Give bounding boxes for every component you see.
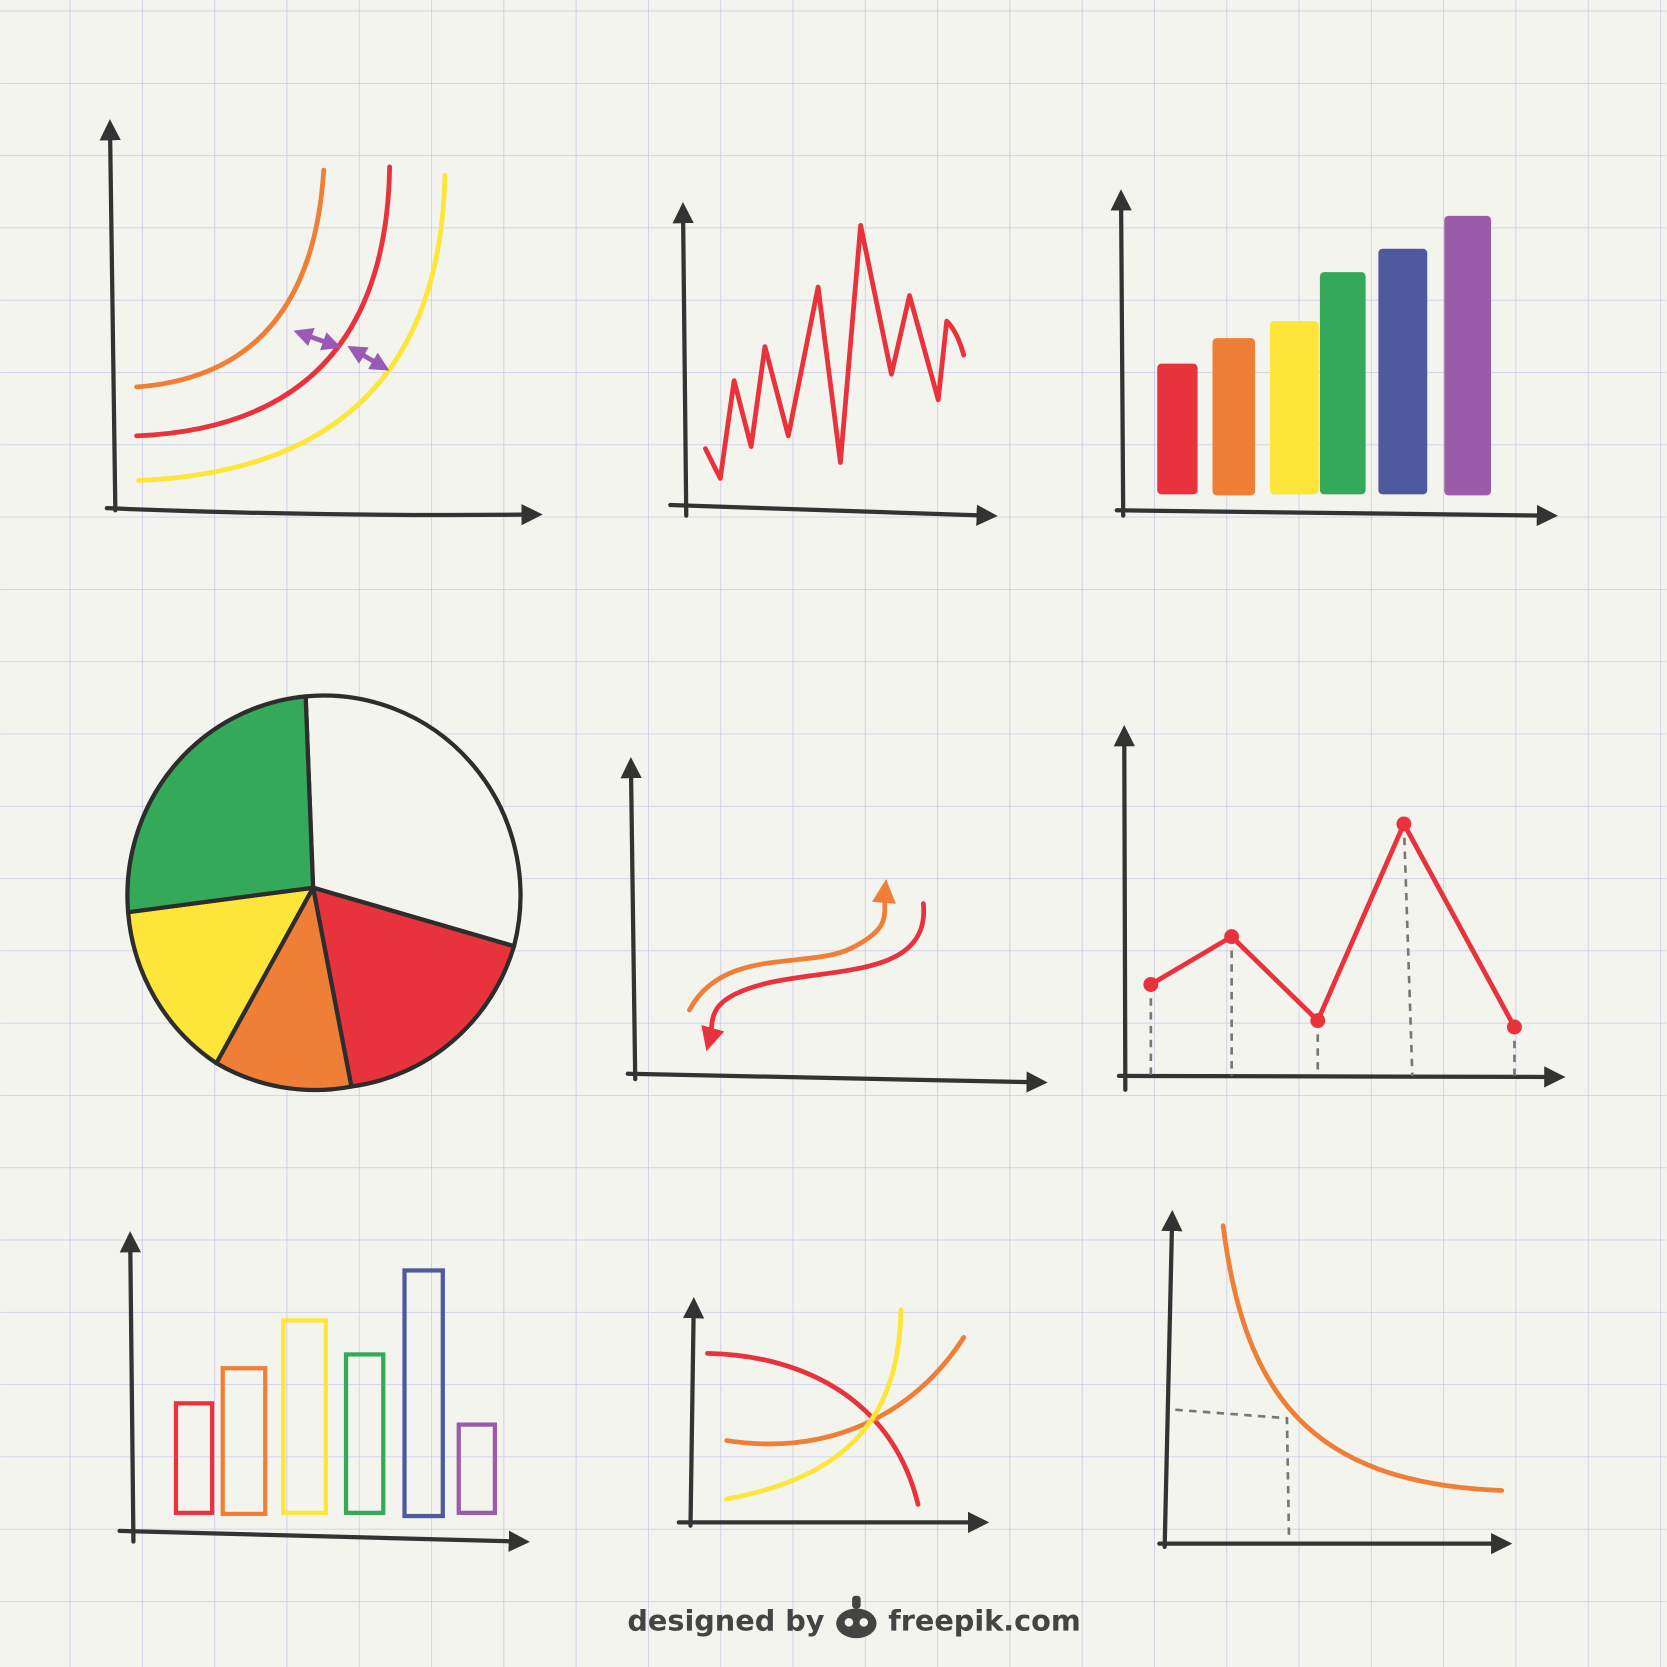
decay-chart <box>1157 1209 1513 1555</box>
bar-chart <box>1110 189 1559 527</box>
freepik-logo <box>836 1595 877 1639</box>
arrows-chart <box>620 756 1048 1093</box>
outline-bar-chart <box>117 1231 530 1552</box>
credit-prefix: designed by <box>627 1603 824 1637</box>
zigzag-chart <box>668 201 998 526</box>
curves-chart <box>99 119 543 526</box>
crossing-curves-chart <box>676 1297 990 1534</box>
credit: designed by freepik.com <box>627 1595 1081 1639</box>
pie-chart <box>125 693 523 1093</box>
credit-brand: freepik.com <box>888 1603 1081 1637</box>
